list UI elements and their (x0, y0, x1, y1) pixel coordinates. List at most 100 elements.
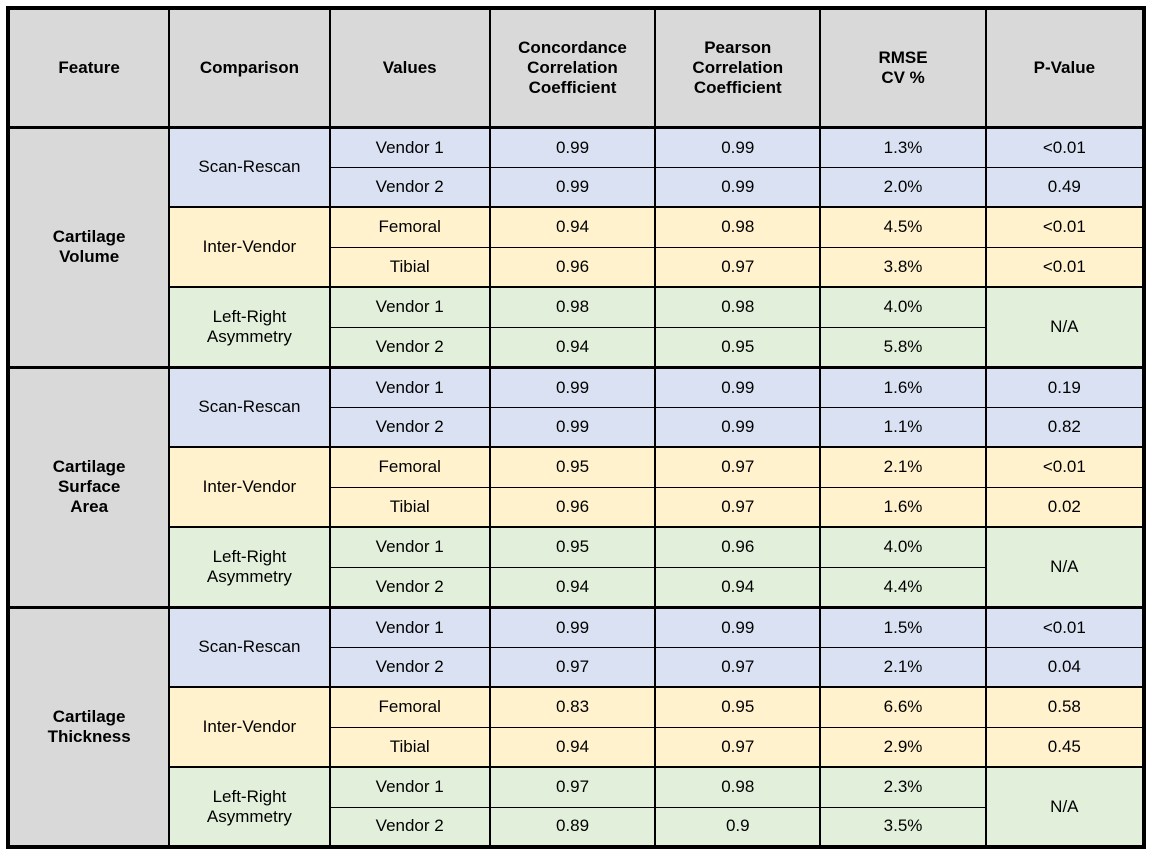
values-cell: Vendor 2 (328, 326, 491, 368)
values-cell: Vendor 1 (328, 766, 491, 808)
ccc-cell: 0.94 (488, 326, 657, 368)
values-cell: Femoral (328, 446, 491, 488)
values-cell: Tibial (328, 726, 491, 768)
pvalue-cell: 0.49 (984, 166, 1146, 208)
values-cell: Vendor 2 (328, 566, 491, 608)
rmse-cell: 1.1% (819, 406, 987, 448)
values-cell: Vendor 1 (328, 125, 491, 168)
rmse-cell: 4.5% (819, 206, 987, 248)
rmse-cell: 2.1% (819, 646, 987, 688)
pcc-cell: 0.99 (654, 365, 822, 408)
pvalue-cell: 0.02 (984, 486, 1146, 528)
pvalue-cell: <0.01 (984, 206, 1146, 248)
ccc-cell: 0.99 (488, 125, 657, 168)
pcc-cell: 0.99 (654, 406, 822, 448)
pcc-cell: 0.97 (654, 726, 822, 768)
values-cell: Vendor 2 (328, 646, 491, 688)
comparison-cell: Scan-Rescan (168, 605, 331, 688)
feature-cell: Cartilage Thickness (6, 605, 171, 848)
comparison-cell: Inter-Vendor (168, 686, 331, 768)
ccc-cell: 0.89 (488, 806, 657, 848)
rmse-cell: 1.3% (819, 125, 987, 168)
pvalue-cell: <0.01 (984, 446, 1146, 488)
rmse-cell: 2.0% (819, 166, 987, 208)
header-cell-values: Values (328, 7, 491, 129)
values-cell: Vendor 1 (328, 286, 491, 328)
comparison-cell: Scan-Rescan (168, 365, 331, 448)
pvalue-cell: <0.01 (984, 246, 1146, 288)
comparison-cell: Inter-Vendor (168, 446, 331, 528)
pvalue-cell: 0.58 (984, 686, 1146, 728)
rmse-cell: 4.0% (819, 526, 987, 568)
values-cell: Femoral (328, 206, 491, 248)
values-cell: Vendor 2 (328, 406, 491, 448)
pcc-cell: 0.98 (654, 286, 822, 328)
header-cell-comparison: Comparison (168, 7, 331, 129)
pvalue-cell: 0.19 (984, 365, 1146, 408)
pcc-cell: 0.96 (654, 526, 822, 568)
pvalue-cell: 0.04 (984, 646, 1146, 688)
rmse-cell: 5.8% (819, 326, 987, 368)
pvalue-merged-cell: N/A (984, 286, 1146, 368)
comparison-cell: Inter-Vendor (168, 206, 331, 288)
pvalue-cell: 0.82 (984, 406, 1146, 448)
rmse-cell: 4.4% (819, 566, 987, 608)
comparison-cell: Left-Right Asymmetry (168, 766, 331, 848)
rmse-cell: 3.8% (819, 246, 987, 288)
values-cell: Vendor 2 (328, 166, 491, 208)
pcc-cell: 0.95 (654, 686, 822, 728)
rmse-cell: 2.3% (819, 766, 987, 808)
ccc-cell: 0.99 (488, 166, 657, 208)
values-cell: Vendor 1 (328, 605, 491, 648)
ccc-cell: 0.83 (488, 686, 657, 728)
pvalue-merged-cell: N/A (984, 526, 1146, 608)
values-cell: Tibial (328, 486, 491, 528)
values-cell: Femoral (328, 686, 491, 728)
rmse-cell: 1.6% (819, 365, 987, 408)
rmse-cell: 1.6% (819, 486, 987, 528)
pvalue-cell: 0.45 (984, 726, 1146, 768)
pcc-cell: 0.98 (654, 766, 822, 808)
ccc-cell: 0.95 (488, 446, 657, 488)
pcc-cell: 0.99 (654, 166, 822, 208)
pcc-cell: 0.97 (654, 486, 822, 528)
ccc-cell: 0.94 (488, 566, 657, 608)
pvalue-cell: <0.01 (984, 125, 1146, 168)
comparison-cell: Scan-Rescan (168, 125, 331, 208)
values-cell: Vendor 2 (328, 806, 491, 848)
header-cell-feature: Feature (6, 7, 171, 129)
ccc-cell: 0.96 (488, 246, 657, 288)
pcc-cell: 0.97 (654, 446, 822, 488)
pcc-cell: 0.95 (654, 326, 822, 368)
ccc-cell: 0.96 (488, 486, 657, 528)
pcc-cell: 0.99 (654, 605, 822, 648)
ccc-cell: 0.97 (488, 766, 657, 808)
comparison-cell: Left-Right Asymmetry (168, 526, 331, 608)
rmse-cell: 1.5% (819, 605, 987, 648)
comparison-cell: Left-Right Asymmetry (168, 286, 331, 368)
pcc-cell: 0.94 (654, 566, 822, 608)
header-cell-pcc: Pearson Correlation Coefficient (654, 7, 822, 129)
cartilage-results-table: Feature Comparison Values Concordance Co… (6, 6, 1146, 849)
values-cell: Vendor 1 (328, 365, 491, 408)
ccc-cell: 0.98 (488, 286, 657, 328)
ccc-cell: 0.95 (488, 526, 657, 568)
header-cell-ccc: Concordance Correlation Coefficient (488, 7, 657, 129)
pvalue-merged-cell: N/A (984, 766, 1146, 848)
feature-cell: Cartilage Volume (6, 125, 171, 368)
feature-cell: Cartilage Surface Area (6, 365, 171, 608)
rmse-cell: 2.1% (819, 446, 987, 488)
pcc-cell: 0.99 (654, 125, 822, 168)
pcc-cell: 0.9 (654, 806, 822, 848)
rmse-cell: 4.0% (819, 286, 987, 328)
header-row: Feature Comparison Values Concordance Co… (6, 7, 1146, 129)
ccc-cell: 0.94 (488, 726, 657, 768)
values-cell: Tibial (328, 246, 491, 288)
ccc-cell: 0.97 (488, 646, 657, 688)
pcc-cell: 0.97 (654, 646, 822, 688)
rmse-cell: 6.6% (819, 686, 987, 728)
ccc-cell: 0.99 (488, 605, 657, 648)
pvalue-cell: <0.01 (984, 605, 1146, 648)
ccc-cell: 0.94 (488, 206, 657, 248)
